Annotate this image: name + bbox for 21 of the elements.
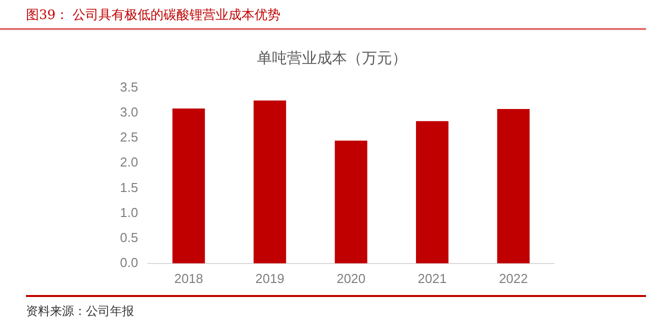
text: 资料来源：公司年报 (26, 295, 646, 320)
y-tick-label: 2.0 (120, 154, 138, 170)
bar (172, 108, 205, 264)
x-tick-label: 2018 (174, 270, 204, 286)
chart-title: 单吨营业成本（万元） (257, 48, 407, 67)
x-tick-label: 2019 (255, 270, 284, 286)
y-tick-label: 2.5 (120, 130, 138, 145)
caption: 图39： 公司具有极低的碳酸锂营业成本优势 (0, 0, 646, 30)
x-tick-label: 2020 (336, 270, 366, 286)
y-tick-label: 3.5 (120, 80, 138, 95)
y-tick-label: 0.5 (120, 230, 138, 245)
x-tick-label: 2022 (498, 270, 528, 286)
y-tick-label: 3.0 (120, 104, 138, 120)
x-tick-label: 2021 (418, 270, 447, 286)
y-tick-label: 0.0 (120, 254, 138, 270)
bar (416, 121, 448, 264)
y-tick-label: 1.5 (120, 180, 138, 195)
bar (254, 100, 286, 264)
y-tick-label: 1.0 (120, 204, 138, 220)
bar (497, 109, 530, 264)
bar (334, 140, 368, 264)
